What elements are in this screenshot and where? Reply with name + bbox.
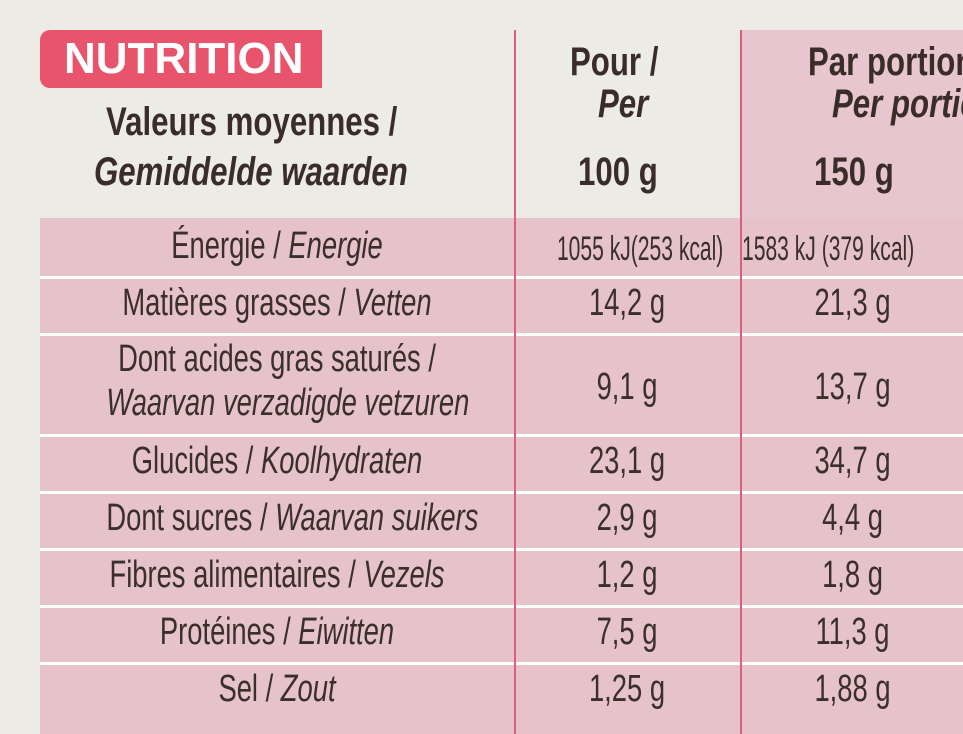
header-label-fr: Valeurs moyennes / xyxy=(106,100,398,144)
row-value-100-carbs: 23,1 g xyxy=(588,440,666,482)
row-separator xyxy=(40,491,963,494)
header-col1-qty: 100 g xyxy=(578,150,658,194)
row-separator xyxy=(40,333,963,336)
row-label-salt: Sel / Zout xyxy=(218,668,336,710)
row-value-100-saturated: 9,1 g xyxy=(596,366,658,408)
row-value-100-salt: 1,25 g xyxy=(588,668,666,710)
row-value-150-fibre: 1,8 g xyxy=(822,554,883,596)
row-label-saturated-fr: Dont acides gras saturés / xyxy=(118,338,436,380)
row-label-protein: Protéines / Eiwitten xyxy=(159,611,395,653)
nutrition-badge: NUTRITION xyxy=(40,30,322,88)
row-label-saturated-nl: Waarvan verzadigde vetzuren xyxy=(106,382,470,424)
header-col1-fr: Pour / xyxy=(570,40,659,84)
column-divider-1 xyxy=(514,30,516,734)
row-value-100-fibre: 1,2 g xyxy=(596,554,658,596)
header-col2-nl: Per portie xyxy=(832,82,963,126)
row-value-150-protein: 11,3 g xyxy=(815,611,890,653)
row-separator xyxy=(40,548,963,551)
row-value-100-protein: 7,5 g xyxy=(596,611,658,653)
row-value-150-sugars: 4,4 g xyxy=(822,497,883,539)
row-value-150-fat: 21,3 g xyxy=(814,282,891,324)
row-label-sugars: Dont sucres / Waarvan suikers xyxy=(106,497,479,539)
header-col2-qty: 150 g xyxy=(814,150,894,194)
row-separator xyxy=(40,662,963,665)
row-separator xyxy=(40,434,963,437)
row-value-100-sugars: 2,9 g xyxy=(596,497,658,539)
header-col2-fr: Par portion / xyxy=(808,40,963,84)
row-value-150-salt: 1,88 g xyxy=(814,668,891,710)
row-label-energy: Énergie / Energie xyxy=(171,225,383,267)
row-value-100-fat: 14,2 g xyxy=(588,282,666,324)
rows-background xyxy=(40,218,963,734)
row-value-150-energy: 1583 kJ (379 kcal) xyxy=(742,230,915,268)
row-label-carbs: Glucides / Koolhydraten xyxy=(131,440,423,482)
row-label-fat: Matières grasses / Vetten xyxy=(122,282,432,324)
row-separator xyxy=(40,276,963,279)
header-col1-nl: Per xyxy=(598,82,649,126)
row-value-150-carbs: 34,7 g xyxy=(814,440,891,482)
row-value-150-saturated: 13,7 g xyxy=(814,366,891,408)
row-value-100-energy: 1055 kJ(253 kcal) xyxy=(556,230,724,268)
row-label-fibre: Fibres alimentaires / Vezels xyxy=(109,554,445,596)
column-divider-2 xyxy=(740,30,742,734)
header-label-nl: Gemiddelde waarden xyxy=(94,150,408,194)
row-separator xyxy=(40,605,963,608)
